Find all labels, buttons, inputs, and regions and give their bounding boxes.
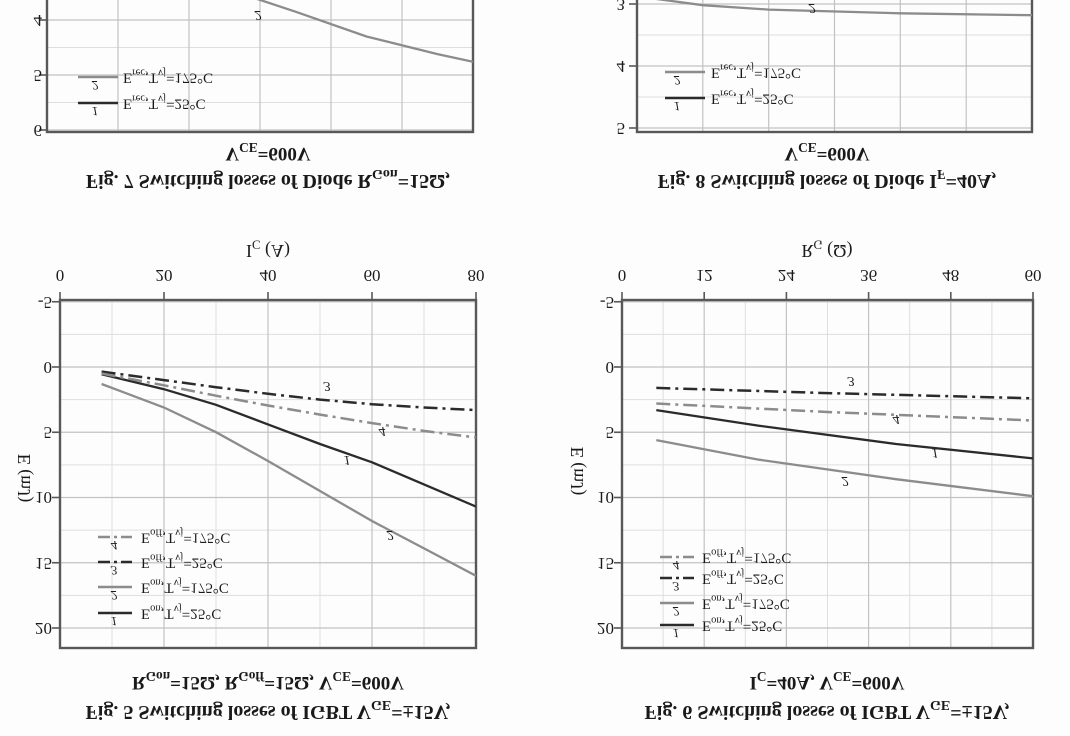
fig6-curve-1-Eon,Tvj=25°C xyxy=(656,408,1033,460)
fig7-caption: Fig. 7 Switching losses of Diode RGon=15… xyxy=(18,139,518,195)
fig6-legend-label-1: Eon,Tvj=25°C xyxy=(702,614,783,634)
fig7-caption-title: Fig. 7 Switching losses of Diode RGon=15… xyxy=(85,166,451,192)
fig6-curve-number-3: 3 xyxy=(847,373,855,388)
fig5-caption: Fig. 5 Switching losses of IGBT VGE=±15V… xyxy=(18,667,518,727)
fig5-y-tick-label-0: 0 xyxy=(43,358,53,377)
fig6-y-tick-label-15: 15 xyxy=(597,553,614,573)
fig5-curve-number-1: 1 xyxy=(343,452,351,467)
fig5-x-tick-label-40: 40 xyxy=(259,266,277,285)
fig8-y-tick-label-4: 4 xyxy=(616,57,626,76)
fig6-legend-number-4: 4 xyxy=(672,558,680,573)
fig6-x-tick-label-24: 24 xyxy=(777,266,795,285)
fig5-x-axis-title: IC (A) xyxy=(246,237,290,261)
fig5-caption-title: Fig. 5 Switching losses of IGBT VGE=±15V… xyxy=(85,697,451,723)
fig6-caption-title: Fig. 6 Switching losses of IGBT VGE=±15V… xyxy=(644,697,1010,723)
fig6-legend-label-4: Eoff,Tvj=175°C xyxy=(702,546,792,566)
fig5-curve-number-3: 3 xyxy=(323,378,331,393)
fig5-curve-number-4: 4 xyxy=(378,423,386,438)
fig5-caption-conditions: RGon=15Ω, RGoff=15Ω, VCE=600V xyxy=(131,669,405,693)
fig6-legend-number-3: 3 xyxy=(672,579,680,594)
fig5-y-tick-label-20: 20 xyxy=(35,619,52,638)
fig6-x-tick-label-12: 12 xyxy=(695,266,713,285)
fig6-y-axis-title: E (mJ) xyxy=(567,446,587,496)
fig8-plot xyxy=(629,0,1034,134)
fig5-legend-label-3: Eoff,Tvj=25°C xyxy=(141,551,223,571)
fig6-curve-2-Eon,Tvj=175°C xyxy=(656,438,1033,498)
fig6-legend-number-1: 1 xyxy=(672,626,680,641)
fig5-legend-label-1: Eon,Tvj=25°C xyxy=(141,602,222,622)
fig5-curve-1-Eon,Tvj=25°C xyxy=(101,373,476,508)
fig5-curve-2-Eon,Tvj=175°C xyxy=(101,382,476,577)
fig6-legend-label-3: Eoff,Tvj=25°C xyxy=(702,567,784,587)
fig6-curve-number-1: 1 xyxy=(931,445,939,460)
fig5-plot-frame xyxy=(58,298,478,650)
fig6-y-tick-label--5: -5 xyxy=(599,292,614,312)
fig6-x-tick-label-0: 0 xyxy=(617,266,627,285)
fig5-y-axis-title: E (mJ) xyxy=(14,453,34,503)
fig5-legend-label-4: Eoff,Tvj=175°C xyxy=(141,526,231,546)
fig5-y-tick-label-15: 15 xyxy=(35,553,52,573)
fig7-legend-label-1: Erec,Tvj=25°C xyxy=(123,92,206,112)
fig5-legend-number-1: 1 xyxy=(110,614,118,629)
fig8-caption-title: Fig. 8 Switching losses of Diode IF=40A, xyxy=(657,166,997,192)
fig6-legend-label-2: Eon,Tvj=175°C xyxy=(702,592,790,612)
fig8-caption-conditions: VCE=600V xyxy=(784,140,870,164)
fig8-caption: Fig. 8 Switching losses of Diode IF=40A,… xyxy=(577,139,1070,195)
fig5-curve-4-Eoff,Tvj=175°C xyxy=(101,372,476,439)
fig7-plot-frame xyxy=(45,0,475,134)
fig5-legend-number-3: 3 xyxy=(110,563,118,578)
fig6-y-tick-label-20: 20 xyxy=(597,619,614,638)
fig7-y-tick-label-5: 5 xyxy=(33,66,43,85)
fig6-curve-4-Eoff,Tvj=175°C xyxy=(656,402,1033,422)
fig8-curve-2-Erec,Tvj=175°C xyxy=(656,0,1032,17)
fig5-y-tick-label-5: 5 xyxy=(43,423,53,443)
fig6-curve-number-4: 4 xyxy=(892,411,900,426)
fig6-plot xyxy=(614,292,1035,650)
fig6-x-tick-label-36: 36 xyxy=(860,266,878,285)
fig5-x-tick-label-0: 0 xyxy=(55,266,65,285)
fig6-caption: Fig. 6 Switching losses of IGBT VGE=±15V… xyxy=(577,667,1070,727)
fig8-legend-label-2: Erec,Tvj=175°C xyxy=(711,61,802,81)
fig5-x-tick-label-80: 80 xyxy=(467,266,485,285)
fig7-curve-2-Erec,Tvj=175°C xyxy=(245,0,473,63)
fig5-legend-number-2: 2 xyxy=(110,588,118,603)
fig7-legend-number-2: 2 xyxy=(91,78,99,93)
fig7-caption-conditions: VCE=600V xyxy=(225,140,311,164)
fig6-x-tick-label-60: 60 xyxy=(1024,266,1042,285)
fig8-legend-number-1: 1 xyxy=(673,99,681,114)
fig5-y-tick-label-10: 10 xyxy=(35,488,52,508)
fig5-curve-3-Eoff,Tvj=25°C xyxy=(101,370,476,412)
fig6-legend-number-2: 2 xyxy=(672,604,680,619)
fig7-legend-number-1: 1 xyxy=(91,104,99,119)
fig5-x-tick-label-60: 60 xyxy=(363,266,381,285)
fig5-legend-number-4: 4 xyxy=(110,538,118,553)
fig8-y-tick-label-5: 5 xyxy=(616,119,626,138)
fig8-legend-number-2: 2 xyxy=(673,73,681,88)
fig6-curve-number-2: 2 xyxy=(841,473,849,488)
fig7-legend-label-2: Erec,Tvj=175°C xyxy=(123,66,214,86)
fig6-x-tick-label-48: 48 xyxy=(942,266,960,285)
fig5-curve-number-2: 2 xyxy=(386,527,394,542)
fig5-x-tick-label-20: 20 xyxy=(155,266,173,285)
fig5-legend-label-2: Eon,Tvj=175°C xyxy=(141,576,229,596)
fig8-y-tick-label-3: 3 xyxy=(616,0,626,14)
fig5-y-tick-label--5: -5 xyxy=(37,292,52,312)
fig6-x-axis-title: RG (Ω) xyxy=(801,237,853,261)
fig8-plot-frame xyxy=(635,0,1034,134)
fig7-y-tick-label-6: 6 xyxy=(33,121,43,140)
fig6-curve-3-Eoff,Tvj=25°C xyxy=(656,386,1033,400)
fig6-y-tick-label-5: 5 xyxy=(605,423,615,443)
fig6-plot-frame xyxy=(620,298,1035,650)
fig7-y-tick-label-4: 4 xyxy=(33,11,43,30)
fig8-legend-label-1: Erec,Tvj=25°C xyxy=(711,87,794,107)
fig6-caption-conditions: IC=40A, VCE=600V xyxy=(749,669,905,693)
fig7-curve-number-2: 2 xyxy=(254,7,262,22)
fig7-plot xyxy=(39,0,475,134)
fig8-curve-number-2: 2 xyxy=(808,0,816,15)
fig6-y-tick-label-10: 10 xyxy=(597,488,614,508)
fig5-plot xyxy=(52,292,478,650)
fig6-y-tick-label-0: 0 xyxy=(605,358,615,377)
